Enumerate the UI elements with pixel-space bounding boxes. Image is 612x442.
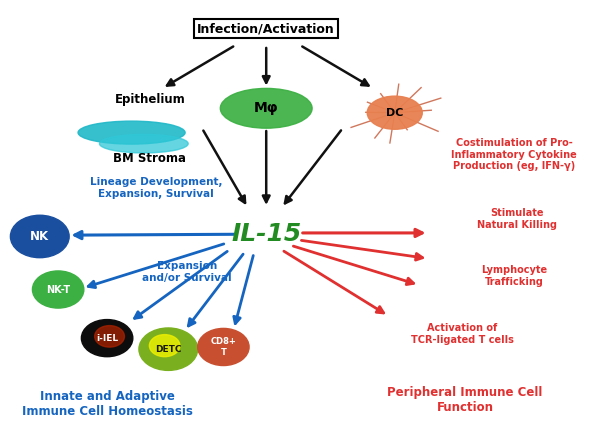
Text: IL-15: IL-15	[231, 222, 301, 246]
Circle shape	[32, 271, 84, 308]
Circle shape	[10, 215, 69, 258]
Text: Lymphocyte
Trafficking: Lymphocyte Trafficking	[481, 266, 547, 287]
Text: Activation of
TCR-ligated T cells: Activation of TCR-ligated T cells	[411, 323, 513, 344]
Ellipse shape	[78, 121, 185, 144]
Circle shape	[139, 328, 198, 370]
Text: Epithelium: Epithelium	[114, 93, 185, 106]
Circle shape	[81, 320, 133, 357]
Text: Peripheral Immune Cell
Function: Peripheral Immune Cell Function	[387, 386, 543, 414]
Text: Mφ: Mφ	[254, 101, 278, 115]
Text: Costimulation of Pro-
Inflammatory Cytokine
Production (eg, IFN-γ): Costimulation of Pro- Inflammatory Cytok…	[451, 138, 577, 171]
Text: NK-T: NK-T	[46, 285, 70, 294]
Text: CD8+
T: CD8+ T	[211, 337, 236, 357]
Text: Lineage Development,
Expansion, Survival: Lineage Development, Expansion, Survival	[90, 177, 222, 198]
Text: BM Stroma: BM Stroma	[113, 152, 187, 165]
Circle shape	[95, 326, 124, 347]
Text: DC: DC	[386, 108, 403, 118]
Text: Stimulate
Natural Killing: Stimulate Natural Killing	[477, 208, 557, 229]
Ellipse shape	[367, 96, 422, 129]
Circle shape	[149, 335, 180, 357]
Text: i-IEL: i-IEL	[96, 334, 118, 343]
Ellipse shape	[220, 88, 312, 128]
Text: NK: NK	[30, 230, 50, 243]
Text: Expansion
and/or Survival: Expansion and/or Survival	[142, 261, 231, 282]
Circle shape	[198, 328, 249, 366]
Ellipse shape	[99, 134, 188, 153]
Text: Infection/Activation: Infection/Activation	[197, 22, 335, 35]
Text: DETC: DETC	[155, 345, 182, 354]
Text: Innate and Adaptive
Immune Cell Homeostasis: Innate and Adaptive Immune Cell Homeosta…	[21, 390, 193, 419]
